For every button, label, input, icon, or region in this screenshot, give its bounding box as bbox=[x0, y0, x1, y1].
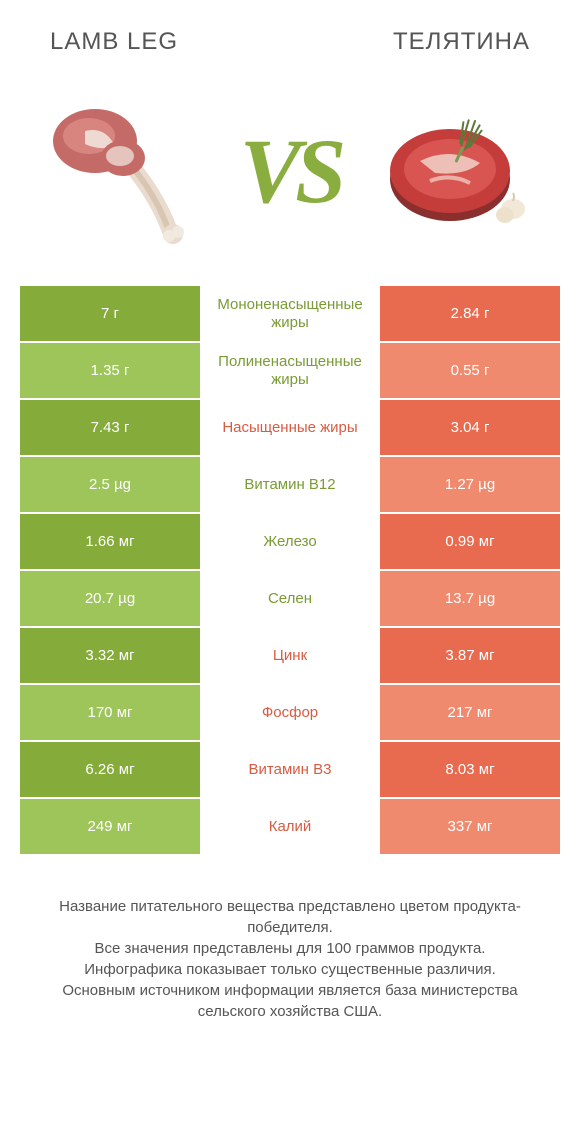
right-value-cell: 2.84 г bbox=[380, 286, 560, 341]
lamb-leg-icon bbox=[45, 96, 205, 246]
nutrient-label: Калий bbox=[200, 799, 380, 854]
product-images-row: VS bbox=[0, 66, 580, 286]
nutrient-row: 7 гМононенасыщенные жиры2.84 г bbox=[20, 286, 560, 341]
left-value-cell: 3.32 мг bbox=[20, 628, 200, 683]
nutrient-label: Железо bbox=[200, 514, 380, 569]
left-value-cell: 6.26 мг bbox=[20, 742, 200, 797]
nutrient-row: 7.43 гНасыщенные жиры3.04 г bbox=[20, 400, 560, 455]
lamb-leg-image bbox=[40, 91, 210, 251]
right-value-cell: 1.27 µg bbox=[380, 457, 560, 512]
right-value-cell: 3.87 мг bbox=[380, 628, 560, 683]
left-value-cell: 7 г bbox=[20, 286, 200, 341]
nutrient-label: Фосфор bbox=[200, 685, 380, 740]
right-value-cell: 337 мг bbox=[380, 799, 560, 854]
left-value-cell: 20.7 µg bbox=[20, 571, 200, 626]
nutrient-label: Насыщенные жиры bbox=[200, 400, 380, 455]
footnote-line: Все значения представлены для 100 граммо… bbox=[30, 938, 550, 959]
nutrient-row: 2.5 µgВитамин B121.27 µg bbox=[20, 457, 560, 512]
footnote-line: Основным источником информации является … bbox=[30, 980, 550, 1022]
right-value-cell: 3.04 г bbox=[380, 400, 560, 455]
nutrient-label: Витамин B12 bbox=[200, 457, 380, 512]
nutrient-row: 249 мгКалий337 мг bbox=[20, 799, 560, 854]
comparison-infographic: Lamb leg ТЕЛЯТИНА VS bbox=[0, 0, 580, 1042]
nutrient-label: Полиненасыщенные жиры bbox=[200, 343, 380, 398]
nutrient-row: 20.7 µgСелен13.7 µg bbox=[20, 571, 560, 626]
left-value-cell: 170 мг bbox=[20, 685, 200, 740]
veal-steak-icon bbox=[375, 101, 535, 241]
right-product-title: ТЕЛЯТИНА bbox=[393, 28, 530, 56]
nutrient-label: Мононенасыщенные жиры bbox=[200, 286, 380, 341]
nutrient-row: 3.32 мгЦинк3.87 мг bbox=[20, 628, 560, 683]
left-value-cell: 1.35 г bbox=[20, 343, 200, 398]
nutrient-row: 1.66 мгЖелезо0.99 мг bbox=[20, 514, 560, 569]
right-value-cell: 0.55 г bbox=[380, 343, 560, 398]
veal-steak-image bbox=[370, 91, 540, 251]
nutrient-label: Селен bbox=[200, 571, 380, 626]
nutrient-row: 170 мгФосфор217 мг bbox=[20, 685, 560, 740]
footnote-line: Название питательного вещества представл… bbox=[30, 896, 550, 938]
left-value-cell: 2.5 µg bbox=[20, 457, 200, 512]
nutrient-comparison-table: 7 гМононенасыщенные жиры2.84 г1.35 гПоли… bbox=[0, 286, 580, 854]
left-value-cell: 7.43 г bbox=[20, 400, 200, 455]
left-product-title: Lamb leg bbox=[50, 28, 178, 56]
nutrient-row: 1.35 гПолиненасыщенные жиры0.55 г bbox=[20, 343, 560, 398]
right-value-cell: 13.7 µg bbox=[380, 571, 560, 626]
header: Lamb leg ТЕЛЯТИНА bbox=[0, 0, 580, 66]
footnote: Название питательного вещества представл… bbox=[0, 856, 580, 1042]
nutrient-label: Цинк bbox=[200, 628, 380, 683]
right-value-cell: 8.03 мг bbox=[380, 742, 560, 797]
nutrient-label: Витамин B3 bbox=[200, 742, 380, 797]
nutrient-row: 6.26 мгВитамин B38.03 мг bbox=[20, 742, 560, 797]
vs-label: VS bbox=[240, 118, 341, 224]
right-value-cell: 0.99 мг bbox=[380, 514, 560, 569]
left-value-cell: 1.66 мг bbox=[20, 514, 200, 569]
right-value-cell: 217 мг bbox=[380, 685, 560, 740]
footnote-line: Инфографика показывает только существенн… bbox=[30, 959, 550, 980]
left-value-cell: 249 мг bbox=[20, 799, 200, 854]
